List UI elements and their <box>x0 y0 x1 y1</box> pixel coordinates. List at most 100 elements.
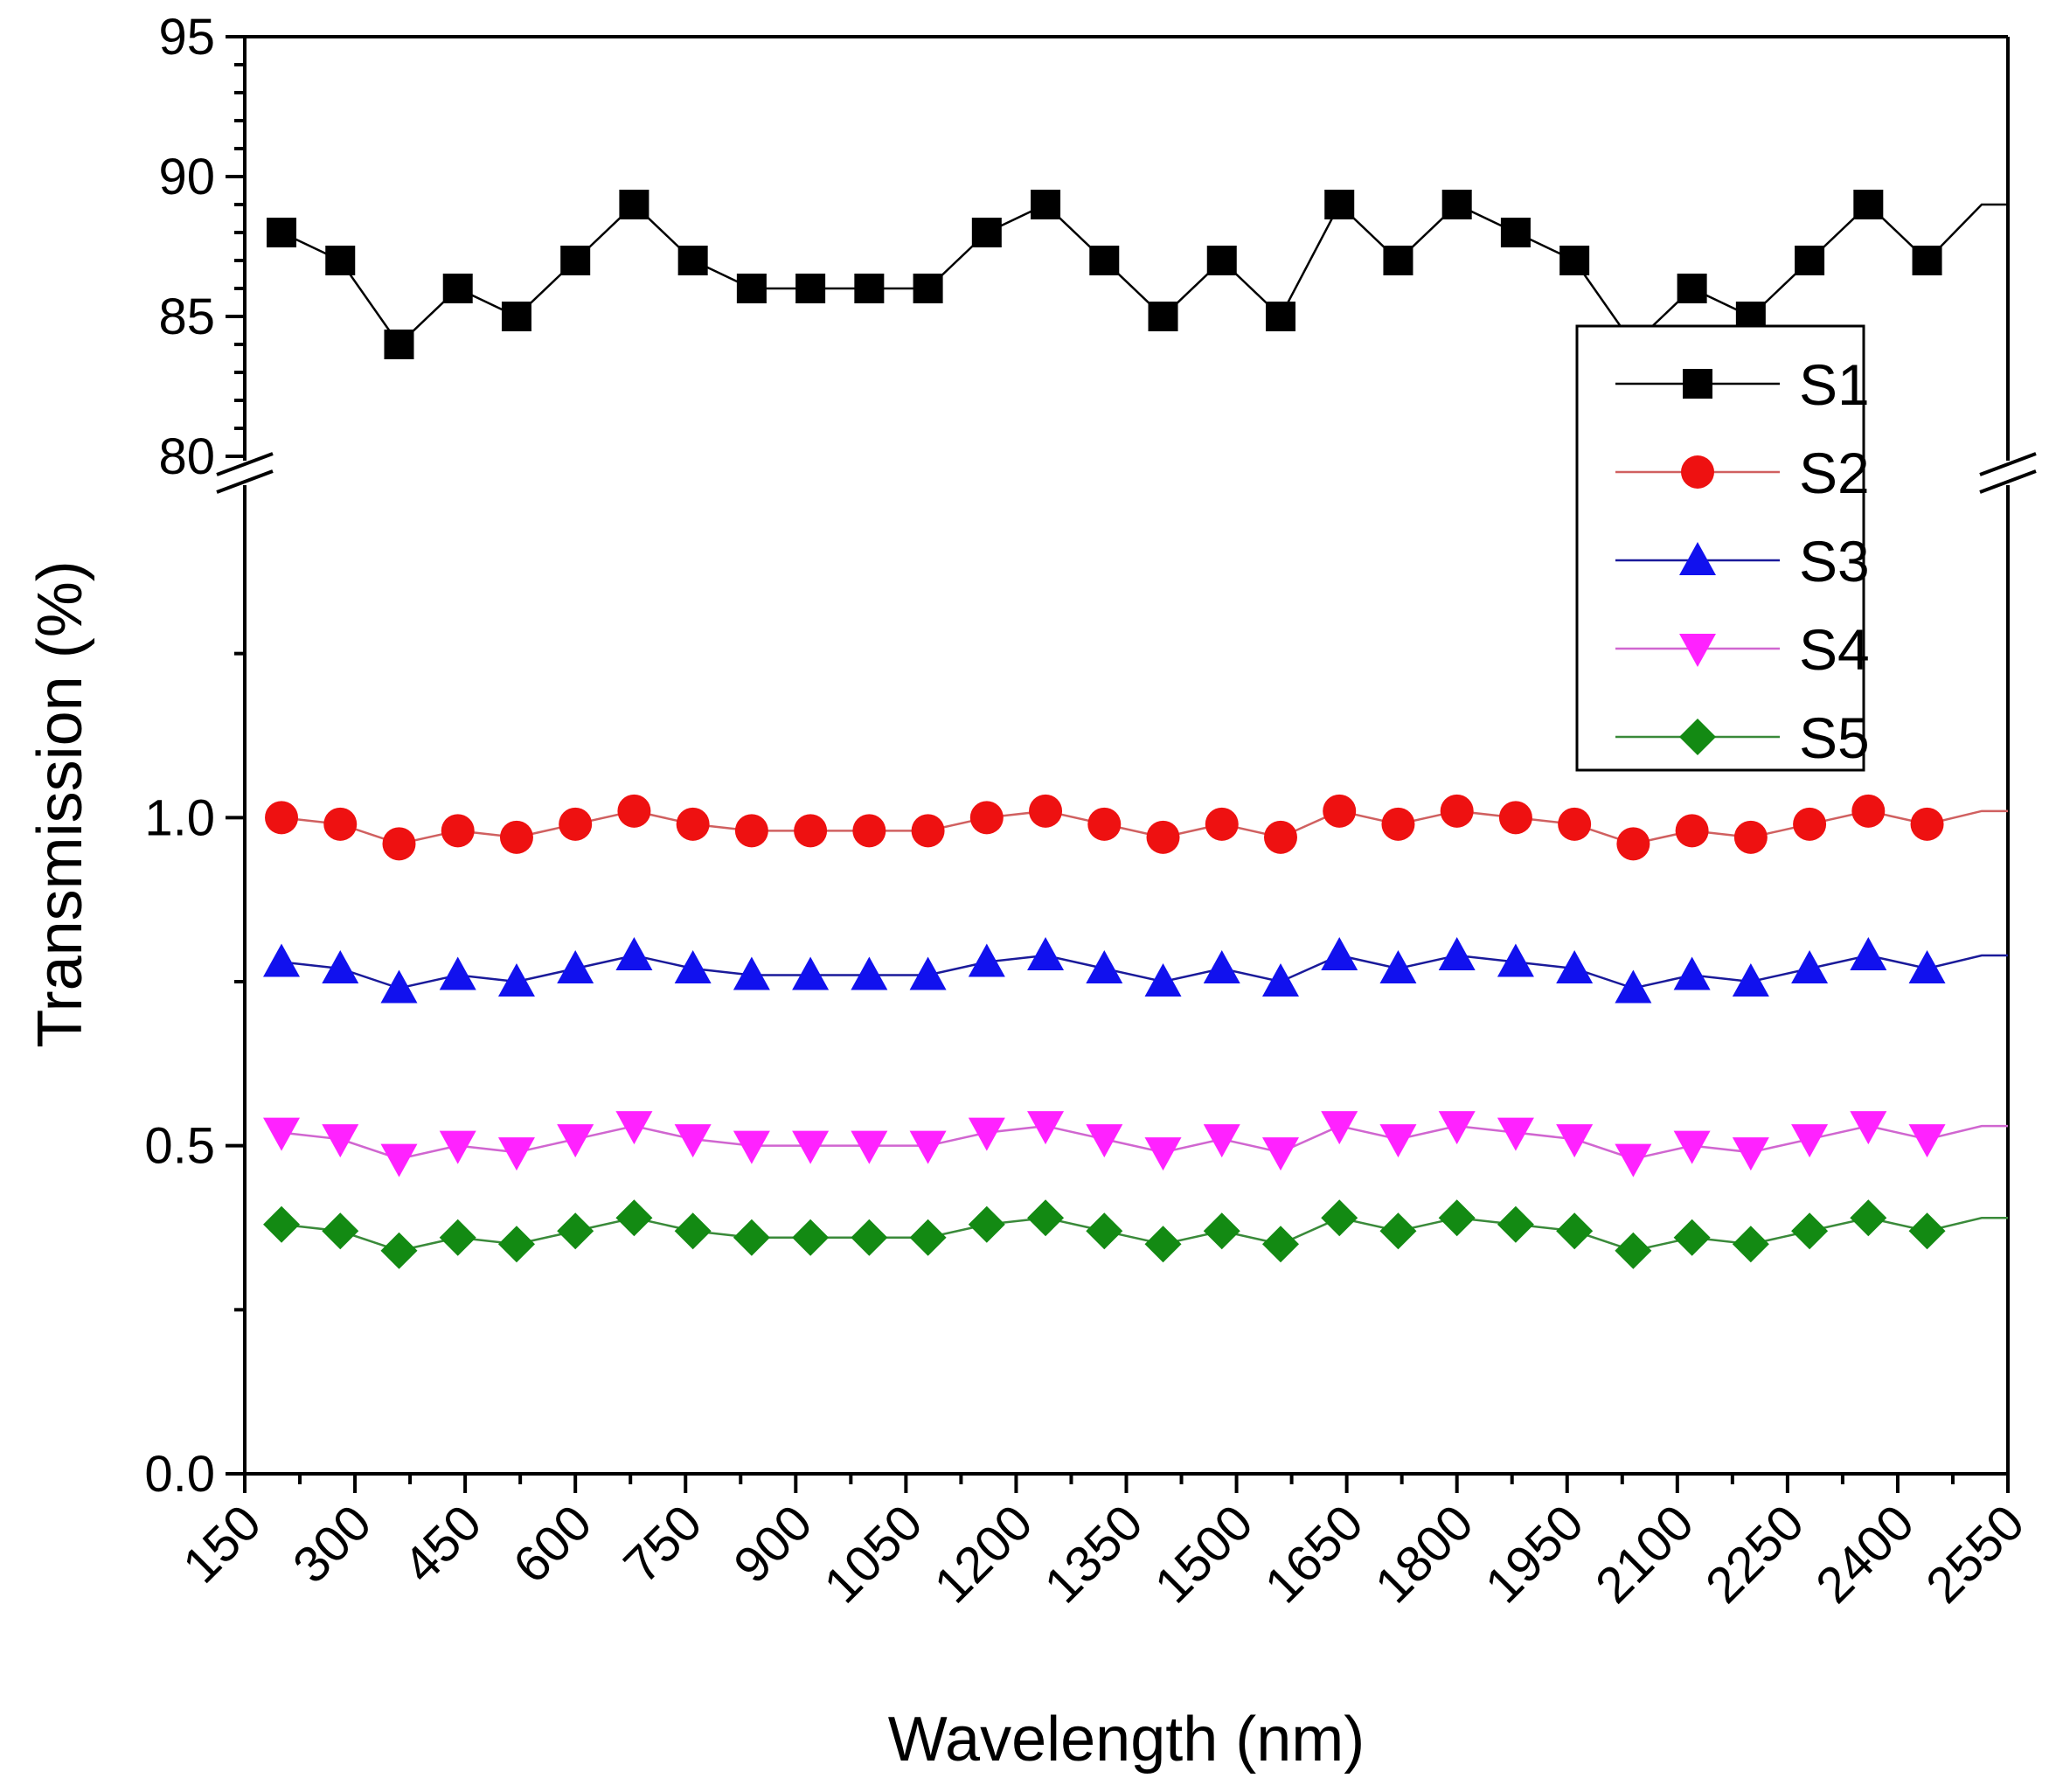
x-tick-label: 450 <box>392 1494 492 1594</box>
data-point-s2 <box>734 814 768 848</box>
data-point-s2 <box>794 814 828 848</box>
axis-break-mark <box>1979 452 2037 476</box>
data-point-s5 <box>1908 1212 1946 1250</box>
y-tick-label: 90 <box>158 149 215 205</box>
data-point-s1 <box>442 274 473 303</box>
data-point-s5 <box>1379 1212 1417 1250</box>
series-s1 <box>267 190 2008 359</box>
data-point-s5 <box>1203 1212 1240 1250</box>
data-point-s1 <box>854 274 885 303</box>
data-point-s4 <box>1673 1130 1711 1164</box>
data-point-s5 <box>1615 1232 1652 1269</box>
data-point-s1 <box>1795 246 1825 275</box>
data-point-s3 <box>1732 963 1769 997</box>
data-point-s5 <box>497 1226 535 1263</box>
y-tick-label: 0.5 <box>144 1118 215 1175</box>
series-s2 <box>265 794 2008 861</box>
legend: S1 S2 S3 S4 S5 <box>1575 324 1870 772</box>
data-point-s3 <box>1615 969 1652 1004</box>
legend-label: S2 <box>1799 441 1870 505</box>
x-tick-label: 1500 <box>1144 1494 1264 1614</box>
x-tick-label: 1650 <box>1254 1494 1374 1614</box>
data-point-s3 <box>1908 949 1946 983</box>
data-point-s2 <box>852 814 886 848</box>
data-point-s5 <box>733 1219 770 1256</box>
data-point-s1 <box>1441 190 1472 219</box>
data-point-s4 <box>1379 1124 1417 1158</box>
data-point-s1 <box>1148 302 1178 331</box>
data-point-s2 <box>1146 820 1180 854</box>
x-tick-label: 2100 <box>1585 1494 1705 1614</box>
data-point-s5 <box>909 1219 947 1256</box>
data-point-s1 <box>795 274 826 303</box>
data-point-s4 <box>733 1130 770 1164</box>
data-point-s1 <box>677 246 708 275</box>
data-point-s1 <box>1265 302 1295 331</box>
x-tick-label: 900 <box>723 1494 823 1594</box>
data-point-s1 <box>1559 246 1590 275</box>
data-point-s4 <box>615 1111 653 1145</box>
axis-break-mark <box>216 469 274 494</box>
data-point-s3 <box>615 936 653 970</box>
data-point-s5 <box>968 1205 1005 1243</box>
data-point-s3 <box>1497 943 1534 977</box>
data-point-s4 <box>439 1130 476 1164</box>
legend-marker-s2 <box>1681 455 1714 489</box>
data-point-s4 <box>1261 1137 1299 1171</box>
data-point-s2 <box>617 794 651 828</box>
data-point-s2 <box>1616 827 1650 861</box>
y-tick-label: 95 <box>158 9 215 66</box>
data-point-s3 <box>322 949 359 983</box>
data-point-s3 <box>1791 949 1829 983</box>
data-point-s2 <box>1851 794 1886 828</box>
data-point-s2 <box>559 807 593 841</box>
data-point-s3 <box>851 956 888 990</box>
data-point-s5 <box>380 1232 418 1269</box>
data-point-s2 <box>1910 807 1944 841</box>
data-point-s1 <box>384 330 414 359</box>
data-point-s4 <box>322 1124 359 1158</box>
data-point-s3 <box>1379 949 1417 983</box>
data-point-s1 <box>1912 246 1942 275</box>
x-tick-label: 1050 <box>813 1494 933 1614</box>
data-point-s3 <box>1144 963 1182 997</box>
data-point-s3 <box>792 956 830 990</box>
data-point-s4 <box>1791 1124 1829 1158</box>
data-point-s1 <box>913 274 943 303</box>
legend-item-s5: S5 <box>1615 705 1870 770</box>
data-point-s3 <box>1556 949 1594 983</box>
data-point-s2 <box>1440 794 1474 828</box>
x-tick-label: 2400 <box>1805 1494 1925 1614</box>
data-point-s4 <box>1850 1111 1887 1145</box>
data-point-s1 <box>1853 190 1884 219</box>
legend-item-s3: S3 <box>1615 529 1870 594</box>
legend-item-s2: S2 <box>1615 441 1870 505</box>
data-point-s2 <box>1087 807 1122 841</box>
data-point-s2 <box>1029 794 1063 828</box>
data-point-s4 <box>1027 1111 1065 1145</box>
data-point-s1 <box>1500 218 1531 247</box>
legend-box <box>1575 324 1865 772</box>
data-point-s1 <box>1383 246 1413 275</box>
data-point-s3 <box>1027 936 1065 970</box>
data-point-s2 <box>1675 814 1709 848</box>
data-point-s2 <box>1323 794 1357 828</box>
data-point-s1 <box>1324 190 1355 219</box>
data-point-s5 <box>1144 1226 1182 1263</box>
data-point-s1 <box>971 218 1002 247</box>
data-point-s4 <box>263 1117 301 1151</box>
x-tick-label: 1800 <box>1365 1494 1484 1614</box>
legend-label: S3 <box>1799 529 1870 594</box>
data-point-s2 <box>969 801 1004 835</box>
data-point-s1 <box>501 302 531 331</box>
legend-label: S1 <box>1799 352 1870 417</box>
data-point-s5 <box>1791 1212 1829 1250</box>
series-s3 <box>263 936 2008 1004</box>
data-point-s2 <box>323 807 358 841</box>
data-point-s3 <box>1850 936 1887 970</box>
data-point-s1 <box>1089 246 1120 275</box>
data-point-s4 <box>1321 1111 1358 1145</box>
data-point-s4 <box>909 1130 947 1164</box>
x-tick-label: 2250 <box>1695 1494 1815 1614</box>
y-axis-title: Transmission (%) <box>25 560 95 1047</box>
